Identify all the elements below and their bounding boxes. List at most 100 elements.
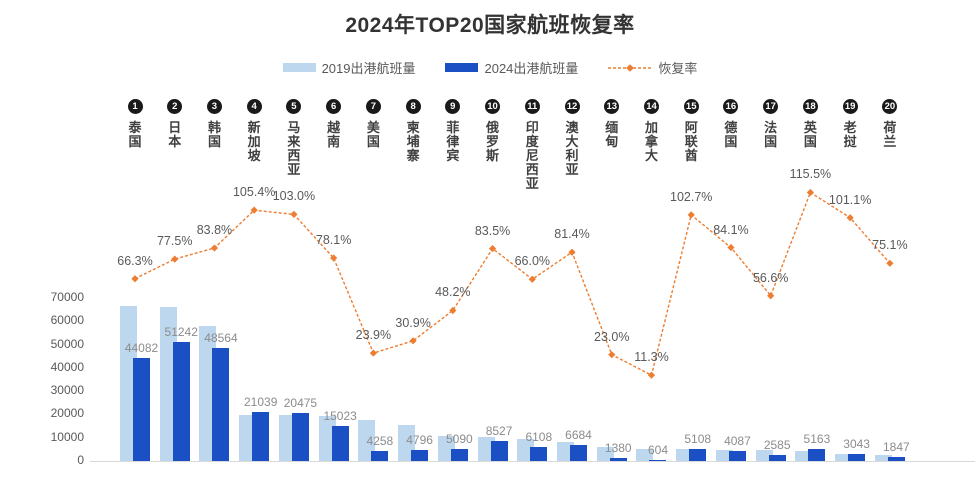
category-label-char: 加 bbox=[247, 134, 261, 149]
chart-legend: 2019出港航班量 2024出港航班量 恢复率 bbox=[0, 58, 980, 77]
y-axis-tick: 50000 bbox=[50, 336, 84, 351]
recovery-rate-label: 66.0% bbox=[514, 254, 551, 269]
bar-2024 bbox=[530, 446, 548, 461]
bar-2024 bbox=[331, 426, 349, 461]
category-label-char: 亚 bbox=[287, 162, 301, 177]
recovery-rate-marker bbox=[647, 371, 656, 379]
category-label-char: 国 bbox=[128, 134, 142, 149]
legend-label-2024: 2024出港航班量 bbox=[484, 61, 579, 76]
y-axis-tick: 20000 bbox=[50, 406, 84, 421]
rank-badge: 9 bbox=[445, 99, 461, 114]
category-label-char: 挝 bbox=[843, 134, 857, 149]
bar-2024 bbox=[371, 451, 389, 461]
y-axis-tick: 60000 bbox=[50, 313, 84, 328]
y-axis-tick: 30000 bbox=[50, 383, 84, 398]
recovery-rate-label: 11.3% bbox=[634, 350, 669, 365]
recovery-rate-label: 83.5% bbox=[474, 223, 511, 238]
rank-badge: 8 bbox=[405, 99, 421, 114]
recovery-rate-marker bbox=[409, 337, 417, 345]
bar-2024-value-label: 6108 bbox=[525, 429, 553, 444]
legend-swatch-2019 bbox=[282, 63, 316, 72]
bar-2019 bbox=[199, 326, 217, 461]
category-label-char: 国 bbox=[803, 134, 817, 149]
bar-2019 bbox=[278, 414, 296, 461]
rank-badge: 1 bbox=[127, 99, 143, 114]
recovery-rate-label: 75.1% bbox=[872, 238, 908, 253]
category-label-char: 国 bbox=[724, 134, 738, 149]
recovery-rate-marker bbox=[488, 244, 497, 253]
bar-2024 bbox=[808, 448, 826, 461]
y-axis-tick: 70000 bbox=[50, 290, 84, 304]
category-label: 泰国 bbox=[126, 121, 144, 149]
bar-2019 bbox=[239, 414, 257, 461]
category-label-char: 寨 bbox=[406, 148, 420, 163]
category-label: 韩国 bbox=[205, 121, 223, 149]
bar-2024-value-label: 6684 bbox=[565, 428, 592, 443]
bar-2024-value-label: 51242 bbox=[164, 324, 198, 339]
bar-2019 bbox=[159, 307, 177, 461]
category-label-char: 日 bbox=[168, 120, 182, 135]
bar-2024-value-label: 8527 bbox=[485, 424, 513, 439]
category-label-char: 甸 bbox=[605, 134, 619, 149]
rank-badge: 15 bbox=[683, 99, 699, 114]
category-label: 阿联酋 bbox=[682, 121, 700, 163]
category-label-char: 拿 bbox=[644, 134, 658, 149]
category-label: 荷兰 bbox=[881, 121, 899, 149]
rank-badge: 13 bbox=[604, 99, 620, 114]
recovery-rate-label: 48.2% bbox=[435, 285, 471, 300]
category-label-char: 国 bbox=[366, 134, 380, 149]
bar-2024-value-label: 4796 bbox=[406, 432, 433, 447]
bar-2024-value-label: 2585 bbox=[763, 437, 791, 452]
recovery-rate-marker bbox=[449, 306, 457, 315]
legend-rate-line-icon bbox=[608, 63, 653, 72]
category-label-char: 新 bbox=[247, 120, 261, 135]
bar-2024 bbox=[490, 441, 508, 461]
category-label: 俄罗斯 bbox=[484, 121, 502, 163]
bar-2024-value-label: 604 bbox=[647, 442, 668, 457]
bar-2024 bbox=[291, 413, 309, 461]
category-label-char: 来 bbox=[287, 134, 301, 149]
rank-badge: 14 bbox=[643, 99, 659, 114]
bar-2024-value-label: 5090 bbox=[445, 432, 473, 447]
bar-2019 bbox=[398, 424, 416, 461]
category-label-char: 西 bbox=[287, 148, 301, 163]
category-label-char: 度 bbox=[525, 134, 539, 149]
y-axis-tick: 10000 bbox=[50, 429, 84, 444]
category-label: 加拿大 bbox=[642, 121, 660, 163]
bar-2024-value-label: 1847 bbox=[883, 439, 910, 454]
bar-2024-value-label: 1380 bbox=[604, 440, 632, 455]
bar-2019 bbox=[437, 436, 455, 461]
category-label: 缅甸 bbox=[603, 121, 621, 149]
rank-badge: 12 bbox=[564, 99, 580, 114]
rank-badge: 18 bbox=[802, 99, 818, 114]
category-label: 印度尼西亚 bbox=[523, 121, 541, 191]
recovery-rate-marker bbox=[171, 255, 179, 263]
category-label: 法国 bbox=[762, 121, 780, 149]
recovery-rate-label: 66.3% bbox=[117, 253, 153, 268]
recovery-rate-marker bbox=[767, 292, 775, 300]
recovery-rate-label: 81.4% bbox=[554, 227, 590, 242]
bar-2024 bbox=[887, 456, 905, 461]
rank-badge: 11 bbox=[524, 99, 540, 114]
x-axis-line bbox=[90, 461, 975, 462]
recovery-rate-marker bbox=[608, 351, 616, 359]
category-label-char: 缅 bbox=[605, 120, 619, 135]
bar-2019 bbox=[517, 439, 535, 461]
rank-badge: 17 bbox=[763, 99, 779, 114]
category-label: 英国 bbox=[801, 121, 819, 149]
recovery-rate-label: 23.9% bbox=[355, 328, 392, 343]
category-label-char: 埔 bbox=[406, 134, 420, 149]
category-label-char: 宾 bbox=[446, 148, 460, 163]
bar-2024-value-label: 44082 bbox=[124, 341, 159, 356]
recovery-rate-label: 30.9% bbox=[395, 315, 431, 330]
category-label-char: 坡 bbox=[247, 148, 261, 163]
bar-2019 bbox=[835, 453, 853, 461]
rank-badge: 3 bbox=[206, 99, 222, 114]
bar-2024-value-label: 48564 bbox=[204, 330, 238, 345]
bar-2024 bbox=[689, 449, 707, 461]
bar-2019 bbox=[636, 448, 654, 461]
bar-2024 bbox=[252, 412, 270, 461]
recovery-rate-label: 103.0% bbox=[272, 189, 316, 204]
